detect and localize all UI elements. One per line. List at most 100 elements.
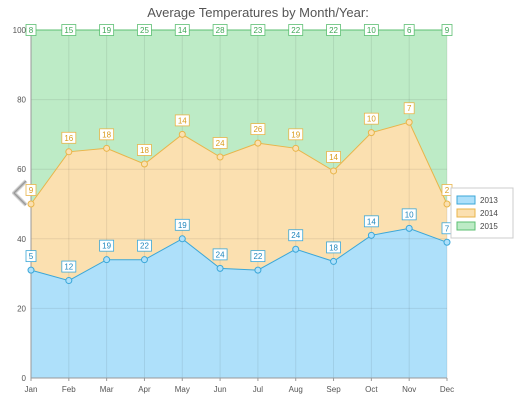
data-label-box-2013 (137, 239, 152, 252)
data-point-2014[interactable] (292, 144, 300, 152)
data-label-box-2013 (401, 208, 417, 221)
data-point-2013[interactable] (405, 224, 413, 232)
data-point-2014[interactable] (178, 130, 186, 138)
data-point-2014[interactable] (405, 118, 413, 126)
data-label-box-2015 (441, 24, 453, 36)
data-label-2014: 14 (329, 153, 338, 162)
data-point-2014[interactable] (443, 200, 451, 208)
data-label-box-2014 (174, 114, 190, 127)
data-label-2013: 18 (329, 243, 338, 252)
data-label-2013: 5 (29, 252, 34, 261)
data-point-2014[interactable] (140, 160, 148, 168)
data-label-2013: 22 (253, 252, 262, 261)
data-point-2014[interactable] (254, 139, 262, 147)
data-label-2013: 10 (405, 210, 414, 219)
data-label-2014: 16 (64, 134, 73, 143)
chevron-left-icon (12, 179, 28, 207)
data-label-box-2015 (250, 24, 266, 36)
data-label-2014: 2 (445, 186, 450, 195)
data-point-2013[interactable] (65, 277, 73, 285)
data-point-2013[interactable] (216, 264, 224, 272)
x-tick-label: May (175, 385, 190, 394)
x-tick-label: Jul (253, 385, 263, 394)
data-point-2014[interactable] (216, 153, 224, 161)
data-point-2013[interactable] (254, 266, 262, 274)
legend-label-2014[interactable]: 2014 (480, 209, 498, 218)
area-2015 (31, 30, 447, 204)
back-button[interactable] (12, 179, 28, 207)
data-label-2013: 22 (140, 242, 149, 251)
data-label-box-2015 (363, 24, 379, 36)
data-label-2015: 22 (329, 26, 338, 35)
data-label-2014: 7 (407, 104, 412, 113)
data-label-box-2015 (99, 24, 115, 36)
chevron-left-icon-inner (13, 180, 27, 206)
data-label-2015: 28 (216, 26, 225, 35)
data-point-2013[interactable] (140, 256, 148, 264)
data-point-2014[interactable] (65, 148, 73, 156)
data-label-2014: 18 (102, 130, 111, 139)
data-label-2013: 14 (367, 217, 376, 226)
data-label-box-2014 (326, 151, 341, 163)
x-tick-label: Mar (100, 385, 114, 394)
legend-label-2015[interactable]: 2015 (480, 222, 498, 231)
data-label-2013: 24 (291, 231, 300, 240)
series-line-2014 (30, 121, 448, 205)
y-tick-label: 100 (13, 26, 27, 35)
x-tick-label: Nov (402, 385, 416, 394)
data-point-2014[interactable] (367, 129, 375, 137)
data-label-box-2014 (403, 102, 415, 115)
data-label-box-2013 (212, 248, 228, 261)
data-label-box-2015 (288, 24, 304, 36)
data-label-box-2014 (250, 123, 266, 135)
data-label-2015: 15 (64, 26, 73, 35)
data-label-box-2014 (25, 184, 37, 196)
data-label-2015: 14 (178, 26, 187, 35)
y-tick-label: 40 (17, 235, 26, 244)
data-label-box-2013 (25, 250, 37, 263)
data-label-box-2015 (25, 24, 37, 36)
data-label-2015: 10 (367, 26, 376, 35)
x-tick-label: Sep (326, 385, 341, 394)
data-label-box-2015 (61, 24, 77, 36)
data-label-box-2015 (212, 24, 228, 36)
data-label-2014: 18 (140, 146, 149, 155)
data-label-box-2015 (137, 24, 152, 36)
legend-swatch-2015[interactable] (456, 221, 476, 231)
x-tick-label: Feb (62, 385, 76, 394)
data-label-2013: 7 (445, 224, 450, 233)
y-tick-label: 80 (17, 96, 26, 105)
data-point-2013[interactable] (367, 231, 375, 239)
data-point-2013[interactable] (292, 245, 300, 253)
x-tick-label: Dec (440, 385, 454, 394)
legend: 2013 2014 2015 (450, 187, 514, 239)
data-label-2014: 26 (253, 125, 262, 134)
data-label-box-2014 (288, 128, 304, 141)
chart-title: Average Temperatures by Month/Year: (147, 5, 369, 20)
legend-swatch-2013[interactable] (456, 195, 476, 205)
data-point-2013[interactable] (178, 235, 186, 243)
x-tick-label: Jun (214, 385, 227, 394)
data-label-2015: 22 (291, 26, 300, 35)
data-point-2014[interactable] (27, 200, 35, 208)
data-point-2013[interactable] (330, 257, 338, 265)
x-tick-label: Jan (25, 385, 38, 394)
legend-label-2013[interactable]: 2013 (480, 196, 498, 205)
data-label-2014: 10 (367, 115, 376, 124)
data-label-box-2013 (363, 215, 379, 228)
data-point-2013[interactable] (103, 256, 111, 264)
x-tick-label: Aug (289, 385, 303, 394)
area-2013 (31, 228, 447, 378)
y-tick-label: 60 (17, 165, 26, 174)
data-label-2013: 12 (64, 263, 73, 272)
data-point-2014[interactable] (330, 167, 338, 175)
legend-swatch-2014[interactable] (456, 208, 476, 218)
data-label-box-2014 (137, 144, 152, 156)
x-tick-label: Apr (138, 385, 151, 394)
data-label-2014: 14 (178, 116, 187, 125)
data-point-2013[interactable] (27, 266, 35, 274)
data-point-2013[interactable] (443, 238, 451, 246)
data-label-2015: 23 (253, 26, 262, 35)
data-point-2014[interactable] (103, 144, 111, 152)
